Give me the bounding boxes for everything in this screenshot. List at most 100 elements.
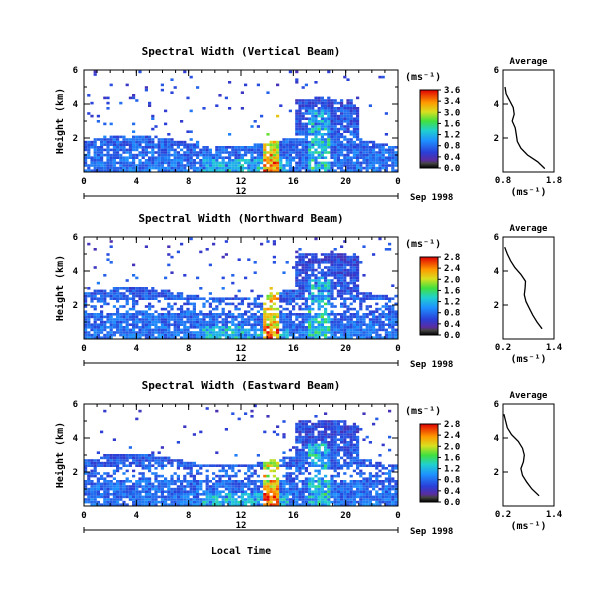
x-tick-label: 0 xyxy=(81,177,86,187)
colorbar-tick-label: 0.0 xyxy=(444,331,460,341)
y-tick-label: 2 xyxy=(73,134,78,144)
panel-2: Spectral Width (Eastward Beam) 0 4 8 12 16 20 0… xyxy=(54,379,563,557)
date-label: Sep 1998 xyxy=(410,360,453,370)
profile-y-tick-label: 6 xyxy=(494,66,499,76)
colorbar-tick-label: 3.6 xyxy=(444,86,460,96)
y-axis-label: Height (km) xyxy=(54,88,66,154)
x-tick-label: 0 xyxy=(395,344,400,354)
colorbar-tick-label: 2.8 xyxy=(444,253,460,263)
x-tick-label: 12 xyxy=(236,177,247,187)
x-tick-label: 12 xyxy=(236,511,247,521)
date-label: Sep 1998 xyxy=(410,193,453,203)
profile-x-tick-label: 0.2 xyxy=(495,343,511,353)
heatmap-field xyxy=(84,237,398,339)
y-tick-label: 6 xyxy=(73,400,78,410)
profile-y-tick-label: 4 xyxy=(494,100,500,110)
colorbar-tick-label: 0.0 xyxy=(444,164,460,174)
colorbar-unit: (ms⁻¹) xyxy=(405,406,441,417)
x-axis-label: Local Time xyxy=(211,545,271,557)
colorbar-tick-label: 2.0 xyxy=(444,442,460,452)
y-axis-label: Height (km) xyxy=(54,422,66,488)
date-label: Sep 1998 xyxy=(410,527,453,537)
profile-y-tick-label: 4 xyxy=(494,267,500,277)
panel-title: Spectral Width (Vertical Beam) xyxy=(142,45,341,58)
profile-y-tick-label: 2 xyxy=(494,301,499,311)
panel-title: Spectral Width (Eastward Beam) xyxy=(142,379,341,392)
colorbar-tick-label: 1.2 xyxy=(444,131,460,141)
x-tick-label: 0 xyxy=(395,177,400,187)
y-tick-label: 4 xyxy=(73,267,79,277)
y-tick-label: 6 xyxy=(73,233,78,243)
x-tick-label: 16 xyxy=(288,177,299,187)
profile-frame xyxy=(502,403,555,507)
date-marker: 12 xyxy=(236,187,247,197)
panel-1: Spectral Width (Northward Beam)0 4 8 12 16 20… xyxy=(54,212,563,370)
x-tick-label: 4 xyxy=(134,511,140,521)
colorbar-tick-label: 0.8 xyxy=(444,142,460,152)
panel-title: Spectral Width (Northward Beam) xyxy=(138,212,343,225)
heatmap-field xyxy=(84,404,398,506)
x-tick-label: 8 xyxy=(186,511,191,521)
profile-title: Average xyxy=(510,391,549,401)
profile-frame xyxy=(502,69,555,173)
colorbar-tick-label: 0.4 xyxy=(444,487,461,497)
colorbar-tick-label: 3.4 xyxy=(444,97,461,107)
date-marker: 12 xyxy=(236,354,247,364)
profile-line xyxy=(504,86,546,170)
panel-0: Spectral Width (Vertical Beam)0 4 8 12 16 20 0… xyxy=(54,45,562,203)
profile-y-tick-label: 6 xyxy=(494,233,499,243)
x-tick-label: 4 xyxy=(134,344,140,354)
colorbar-tick-label: 1.2 xyxy=(444,298,460,308)
profile-x-axis-label: (ms⁻¹) xyxy=(510,354,546,365)
x-tick-label: 12 xyxy=(236,344,247,354)
profile-line xyxy=(503,414,540,497)
colorbar xyxy=(419,256,439,336)
y-axis-label: Height (km) xyxy=(54,255,66,321)
profile-x-tick-label: 1.4 xyxy=(546,343,563,353)
colorbar-tick-label: 2.4 xyxy=(444,431,461,441)
profile-title: Average xyxy=(510,224,549,234)
x-tick-label: 4 xyxy=(134,177,140,187)
profile-x-tick-label: 1.4 xyxy=(546,510,563,520)
profile-frame xyxy=(502,236,555,340)
y-tick-label: 2 xyxy=(73,301,78,311)
profile-y-tick-label: 2 xyxy=(494,468,499,478)
colorbar-tick-label: 1.6 xyxy=(444,286,460,296)
colorbar-tick-label: 0.4 xyxy=(444,320,461,330)
colorbar-tick-label: 0.4 xyxy=(444,153,461,163)
y-tick-label: 6 xyxy=(73,66,78,76)
colorbar-tick-label: 0.8 xyxy=(444,476,460,486)
x-tick-label: 0 xyxy=(395,511,400,521)
colorbar-tick-label: 2.0 xyxy=(444,275,460,285)
profile-x-tick-label: 0.2 xyxy=(495,510,511,520)
colorbar-tick-label: 0.8 xyxy=(444,309,460,319)
colorbar-tick-label: 1.6 xyxy=(444,453,460,463)
profile-line xyxy=(504,246,543,330)
colorbar-tick-label: 3.0 xyxy=(444,108,460,118)
colorbar xyxy=(419,423,439,503)
profile-x-axis-label: (ms⁻¹) xyxy=(510,521,546,532)
y-tick-label: 2 xyxy=(73,468,78,478)
colorbar-tick-label: 1.2 xyxy=(444,465,460,475)
colorbar-tick-label: 2.4 xyxy=(444,264,461,274)
x-tick-label: 20 xyxy=(340,344,351,354)
heatmap-field xyxy=(84,70,398,172)
colorbar xyxy=(419,89,439,169)
x-tick-label: 20 xyxy=(340,177,351,187)
x-tick-label: 8 xyxy=(186,344,191,354)
profile-y-tick-label: 4 xyxy=(494,434,500,444)
y-tick-label: 4 xyxy=(73,434,79,444)
profile-x-axis-label: (ms⁻¹) xyxy=(510,187,546,198)
profile-x-tick-label: 0.8 xyxy=(495,176,511,186)
x-tick-label: 16 xyxy=(288,344,299,354)
profile-x-tick-label: 1.8 xyxy=(546,176,562,186)
x-tick-label: 20 xyxy=(340,511,351,521)
x-tick-label: 16 xyxy=(288,511,299,521)
date-marker: 12 xyxy=(236,521,247,531)
colorbar-tick-label: 2.8 xyxy=(444,420,460,430)
colorbar-unit: (ms⁻¹) xyxy=(405,239,441,250)
profile-y-tick-label: 6 xyxy=(494,400,499,410)
colorbar-tick-label: 1.6 xyxy=(444,119,460,129)
profile-y-tick-label: 2 xyxy=(494,134,499,144)
